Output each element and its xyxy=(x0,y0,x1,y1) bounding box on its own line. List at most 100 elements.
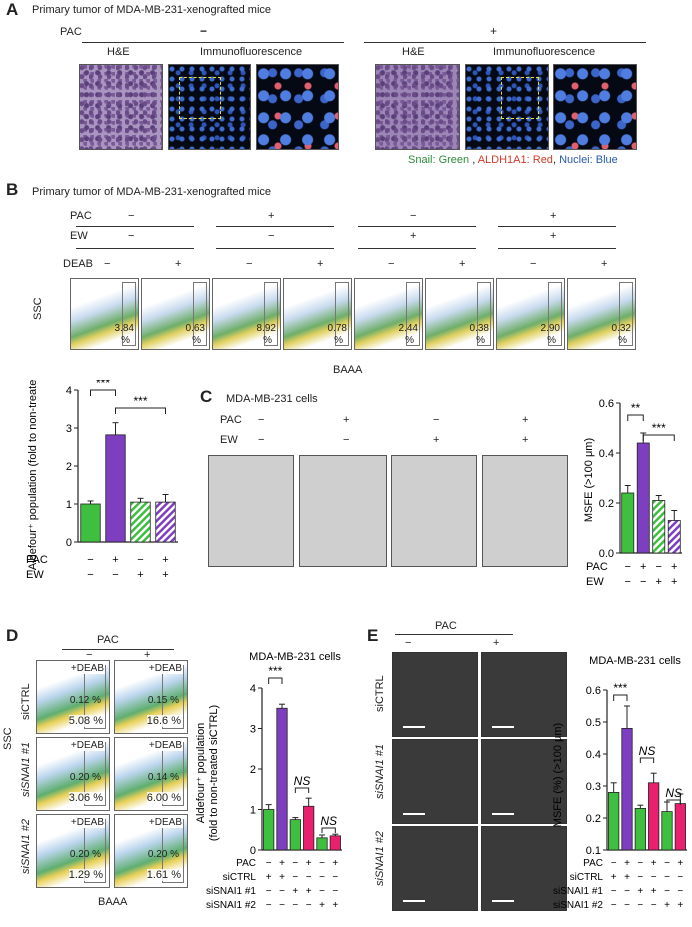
significance-bracket xyxy=(642,434,675,441)
significance-label: *** xyxy=(652,421,666,435)
zoom-box xyxy=(501,77,539,119)
ew-sign: + xyxy=(162,569,168,580)
row-label: siCTRL xyxy=(374,675,386,712)
ew-sign: + xyxy=(550,230,557,242)
y-tick-label: 2 xyxy=(66,461,72,473)
pac-sign: + xyxy=(522,414,529,426)
panel-d-pac-label: PAC xyxy=(97,634,119,646)
y-tick-label: 0.6 xyxy=(599,398,614,410)
bar xyxy=(155,501,176,543)
ew-sign: − xyxy=(343,434,350,446)
chart-title: MDA-MB-231 cells xyxy=(249,651,341,663)
legend-sep: , xyxy=(469,154,478,166)
bar xyxy=(608,791,620,851)
row-label: siSNAI1 #1 xyxy=(553,886,603,897)
panel-b-baaa: BAAA xyxy=(333,364,363,376)
significance-bracket xyxy=(627,414,644,421)
panel-a-he-label-1: H&E xyxy=(107,46,130,58)
pac-sign: + xyxy=(640,561,646,573)
spheroid-image xyxy=(481,652,567,737)
group-line-pac xyxy=(216,226,334,227)
pac-sign: + xyxy=(343,414,350,426)
panel-d-label: D xyxy=(6,626,19,645)
bar xyxy=(289,819,301,851)
row-sign: + xyxy=(637,886,643,897)
row-sign: + xyxy=(664,900,670,911)
gate-percent-unit: % xyxy=(618,335,627,346)
row-sign: − xyxy=(677,872,683,883)
row-label: siSNAI1 #2 xyxy=(20,818,32,874)
deab-sign: + xyxy=(317,258,324,270)
panel-a-line-plus xyxy=(364,42,646,43)
y-tick-label: 1 xyxy=(250,805,256,817)
y-tick-label: 4 xyxy=(250,683,256,695)
gate-percent: 3.84 xyxy=(114,323,134,334)
flow-plot: +DEAB 0.14 % 6.00 % xyxy=(114,737,188,811)
spheroid-image xyxy=(392,826,478,911)
gate-box xyxy=(335,282,349,346)
significance-label: *** xyxy=(133,394,147,408)
row-sign: − xyxy=(292,872,298,883)
panel-b-label: B xyxy=(6,180,19,199)
spheroid-image-ew xyxy=(391,455,477,567)
panel-e-label: E xyxy=(367,626,379,645)
row-sign: − xyxy=(279,886,285,897)
panel-b-title: Primary tumor of MDA-MB-231-xenografted … xyxy=(32,186,272,198)
y-axis-label: MSFE (>100 μm) xyxy=(583,438,595,522)
ew-sign: − xyxy=(87,569,93,580)
row-sign: + xyxy=(332,858,338,869)
group-line-pac xyxy=(358,226,476,227)
ew-sign: + xyxy=(433,434,440,446)
ew-sign: + xyxy=(522,434,529,446)
bar xyxy=(674,803,686,851)
chart-b-aldefour: 0 1 2 3 4 Aldefour⁺ population (fold to non-t… xyxy=(26,380,178,580)
y-axis-label-2: (fold to non-treated siCTRL) xyxy=(208,705,220,841)
gate-percent: 2.90 xyxy=(540,323,560,334)
row-label-pac: PAC xyxy=(586,561,608,573)
flow-plot: +DEAB 0.20 % 1.61 % xyxy=(114,814,188,888)
y-axis-label: MSFE (%) (>100 μm) xyxy=(552,723,564,827)
flow-plot: 2.44% xyxy=(354,278,423,350)
pac-sign: + xyxy=(550,210,557,222)
gate-percent-unit: % xyxy=(263,335,272,346)
chart-e-msfe: MDA-MB-231 cells 0.1 0.2 0.3 0.4 0.5 0.6 MSFE (… xyxy=(552,655,687,911)
panel-a-if-label-1: Immunofluorescence xyxy=(200,46,303,58)
legend-nuclei: Nuclei: Blue xyxy=(559,154,618,166)
flow-plot: 2.90% xyxy=(496,278,565,350)
y-tick-label: 0 xyxy=(250,845,256,857)
gate-box xyxy=(264,282,278,346)
significance-bracket xyxy=(639,757,655,763)
scale-bar xyxy=(403,900,425,902)
gate-percent-unit: % xyxy=(334,335,343,346)
ew-sign: + xyxy=(656,576,662,588)
bar xyxy=(667,520,681,554)
row-sign: + xyxy=(624,858,630,869)
panel-b-pac-label: PAC xyxy=(70,210,92,222)
deab-label: +DEAB xyxy=(147,740,183,751)
spheroid-image xyxy=(392,739,478,824)
chart-title: MDA-MB-231 cells xyxy=(589,655,681,667)
bar xyxy=(634,807,646,851)
scale-bar xyxy=(492,900,514,902)
row-sign: − xyxy=(319,858,325,869)
he-image-pac xyxy=(375,64,460,150)
row-sign: − xyxy=(319,872,325,883)
panel-a-he-label-2: H&E xyxy=(402,46,425,58)
spheroid-image-pac xyxy=(299,455,387,567)
row-label: siCTRL xyxy=(570,872,604,883)
panel-d-line xyxy=(62,649,174,650)
panel-c-label: C xyxy=(200,387,213,406)
row-sign: + xyxy=(651,858,657,869)
deab-sign: − xyxy=(246,258,253,270)
row-sign: + xyxy=(611,872,617,883)
gate-percent-unit: % xyxy=(192,335,201,346)
row-sign: + xyxy=(279,872,285,883)
significance-label: NS xyxy=(320,814,337,828)
gate-percent: 8.92 xyxy=(256,323,276,334)
panel-a-pac-label: PAC xyxy=(60,26,82,38)
y-tick-label: 1 xyxy=(66,499,72,511)
significance-label: *** xyxy=(96,380,110,390)
y-tick-label: 0.2 xyxy=(599,498,614,510)
gate-percent: 0.32 xyxy=(611,323,631,334)
group-line-pac xyxy=(498,226,616,227)
